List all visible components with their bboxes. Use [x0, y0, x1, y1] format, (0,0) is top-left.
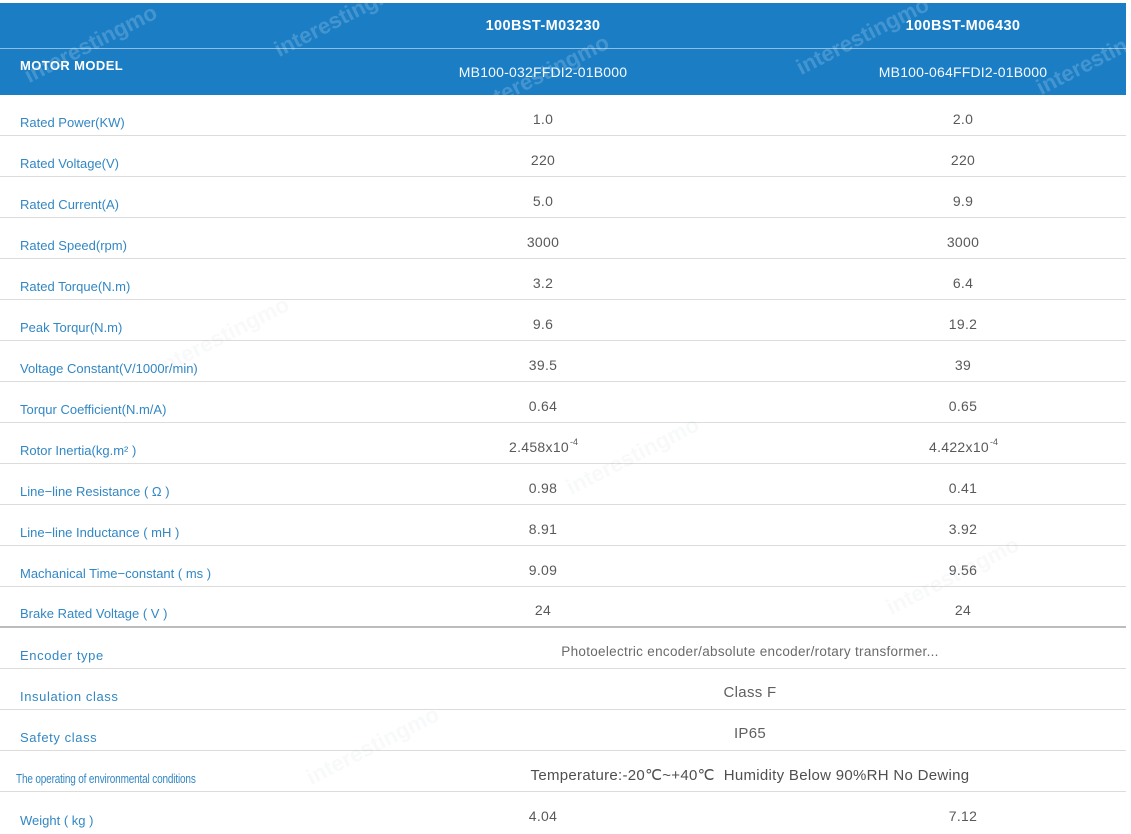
value-mantissa: 2.458x10 — [508, 438, 569, 455]
spec-value-merged: IP65 — [733, 725, 767, 742]
spec-label: Rated Voltage(V) — [20, 156, 120, 171]
spec-label: Rated Current(A) — [20, 197, 119, 212]
spec-label: Voltage Constant(V/1000r/min) — [20, 361, 198, 376]
spec-value-col1: 0.98 — [528, 479, 558, 496]
spec-row-encoder-type: Encoder type Photoelectric encoder/absol… — [0, 628, 1126, 669]
spec-row-rated-voltage: Rated Voltage(V) 220 220 — [0, 136, 1126, 177]
column-header-model-1: 100BST-M03230 — [485, 17, 601, 34]
spec-value-col1: 9.6 — [532, 315, 554, 332]
header-code-row: MOTOR MODEL MB100-032FFDI2-01B000 MB100-… — [0, 48, 1126, 95]
spec-label: Encoder type — [20, 648, 104, 663]
spec-row-rated-current: Rated Current(A) 5.0 9.9 — [0, 177, 1126, 218]
spec-label: Weight ( kg ) — [20, 813, 94, 828]
spec-label: The operating of environmental condition… — [16, 772, 196, 786]
spec-value-col1: 3.2 — [532, 274, 554, 291]
spec-value-col2: 4.422x10 -4 — [800, 423, 1126, 463]
spec-value-col2: 6.4 — [952, 274, 974, 291]
spec-value-merged: Photoelectric encoder/absolute encoder/r… — [561, 644, 939, 659]
spec-row-peak-torque: Peak Torqur(N.m) 9.6 19.2 — [0, 300, 1126, 341]
spec-row-voltage-constant: Voltage Constant(V/1000r/min) 39.5 39 — [0, 341, 1126, 382]
spec-row-rated-speed: Rated Speed(rpm) 3000 3000 — [0, 218, 1126, 259]
spec-value-col1: 9.09 — [528, 561, 558, 578]
spec-value-col1: 4.04 — [528, 808, 558, 824]
motor-spec-page: interestingmo interestingmo interestingm… — [0, 3, 1131, 834]
spec-row-line-inductance: Line−line Inductance ( mH ) 8.91 3.92 — [0, 505, 1126, 546]
spec-value-col2: 0.65 — [948, 397, 978, 414]
value-exponent: -4 — [990, 436, 999, 447]
spec-label: Rated Torque(N.m) — [20, 279, 131, 294]
table-header: interestingmo interestingmo interestingm… — [0, 3, 1126, 95]
value-exponent: -4 — [570, 436, 579, 447]
spec-value-col1: 0.64 — [528, 397, 558, 414]
column-header-code-1: MB100-032FFDI2-01B000 — [458, 64, 628, 80]
spec-value-col2: 7.12 — [948, 808, 978, 824]
header-spacer — [0, 3, 286, 48]
spec-label: Brake Rated Voltage ( V ) — [20, 606, 168, 621]
spec-row-weight: Weight ( kg ) 4.04 7.12 — [0, 792, 1126, 833]
spec-value-col1: 2.458x10 -4 — [286, 423, 800, 463]
spec-value-col1: 220 — [530, 151, 556, 168]
spec-row-line-resistance: Line−line Resistance ( Ω ) 0.98 0.41 — [0, 464, 1126, 505]
motor-spec-table: interestingmo interestingmo interestingm… — [0, 3, 1126, 833]
spec-value-col1: 8.91 — [528, 520, 558, 537]
spec-value-col1: 1.0 — [532, 110, 554, 127]
spec-row-rotor-inertia: Rotor Inertia(kg.m² ) 2.458x10 -4 4.422x1… — [0, 423, 1126, 464]
spec-row-mechanical-time-constant: Machanical Time−constant ( ms ) 9.09 9.5… — [0, 546, 1126, 587]
spec-label: Line−line Inductance ( mH ) — [20, 525, 180, 540]
spec-value-col2: 0.41 — [948, 479, 978, 496]
spec-label: Rotor Inertia(kg.m² ) — [20, 443, 137, 458]
spec-row-rated-torque: Rated Torque(N.m) 3.2 6.4 — [0, 259, 1126, 300]
spec-value-col1: 39.5 — [528, 356, 558, 373]
spec-value-col1: 24 — [534, 602, 552, 618]
spec-value-col2: 3000 — [946, 233, 980, 250]
spec-value-col2: 24 — [954, 602, 972, 618]
spec-value-merged: Class F — [723, 684, 777, 701]
spec-value-merged: Temperature:-20℃~+40℃ Humidity Below 90%… — [530, 766, 970, 784]
spec-label: Safety class — [20, 730, 98, 745]
spec-value-col2: 2.0 — [952, 110, 974, 127]
spec-label: Rated Power(KW) — [20, 115, 125, 130]
column-header-code-2: MB100-064FFDI2-01B000 — [878, 64, 1048, 80]
spec-row-torque-coefficient: Torqur Coefficient(N.m/A) 0.64 0.65 — [0, 382, 1126, 423]
value-mantissa: 4.422x10 — [928, 438, 989, 455]
spec-label: Torqur Coefficient(N.m/A) — [20, 402, 167, 417]
spec-value-col2: 220 — [950, 151, 976, 168]
spec-row-insulation-class: Insulation class Class F — [0, 669, 1126, 710]
spec-row-brake-rated-voltage: Brake Rated Voltage ( V ) 24 24 — [0, 587, 1126, 628]
header-model-row: 100BST-M03230 100BST-M06430 — [0, 3, 1126, 48]
spec-value-col2: 3.92 — [948, 520, 978, 537]
spec-value-col1: 5.0 — [532, 192, 554, 209]
spec-value-col1: 3000 — [526, 233, 560, 250]
spec-row-rated-power: Rated Power(KW) 1.0 2.0 — [0, 95, 1126, 136]
spec-value-col2: 9.56 — [948, 561, 978, 578]
spec-value-col2: 19.2 — [948, 315, 978, 332]
spec-row-safety-class: Safety class IP65 — [0, 710, 1126, 751]
column-header-model-2: 100BST-M06430 — [905, 17, 1021, 34]
spec-label: Line−line Resistance ( Ω ) — [20, 484, 170, 499]
motor-model-label: MOTOR MODEL — [20, 58, 124, 73]
spec-label: Machanical Time−constant ( ms ) — [20, 566, 212, 581]
spec-label: Insulation class — [20, 689, 119, 704]
spec-row-operating-conditions: The operating of environmental condition… — [0, 751, 1126, 792]
spec-label: Peak Torqur(N.m) — [20, 320, 123, 335]
spec-label: Rated Speed(rpm) — [20, 238, 127, 253]
spec-value-col2: 9.9 — [952, 192, 974, 209]
spec-value-col2: 39 — [954, 356, 972, 373]
